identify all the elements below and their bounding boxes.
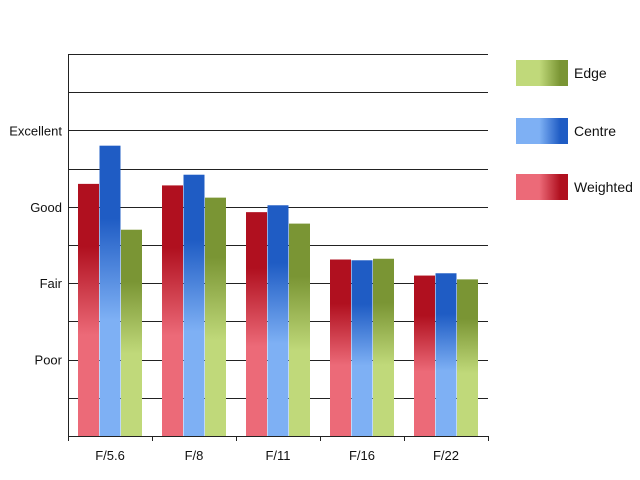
y-tick-label: Excellent — [9, 123, 62, 138]
bar-weighted-2 — [246, 212, 267, 436]
y-tick-label: Good — [30, 200, 62, 215]
legend-item-weighted: Weighted — [516, 174, 640, 200]
legend-swatch-edge — [516, 60, 568, 86]
bar-edge-4 — [457, 279, 478, 436]
axis-labels: F/5.6 F/8 F/11 F/16 F/22 Poor Fair Good Excellen… — [9, 123, 459, 463]
bar-centre-4 — [435, 273, 457, 436]
legend-swatch-centre — [516, 118, 568, 144]
legend-label-centre: Centre — [574, 123, 617, 139]
bars — [78, 145, 478, 436]
bar-centre-1 — [183, 174, 205, 436]
x-tick-label: F/16 — [349, 448, 375, 463]
bar-weighted-1 — [162, 185, 183, 436]
x-tick-label: F/8 — [185, 448, 204, 463]
y-tick-label: Fair — [40, 276, 63, 291]
bar-edge-1 — [205, 197, 226, 436]
bar-weighted-0 — [78, 183, 99, 436]
bar-centre-3 — [351, 260, 373, 436]
bar-edge-2 — [289, 223, 310, 436]
axes — [68, 54, 489, 441]
x-tick-label: F/5.6 — [95, 448, 125, 463]
legend-label-edge: Edge — [574, 65, 607, 81]
x-tick-label: F/11 — [265, 448, 290, 463]
bar-edge-3 — [373, 258, 394, 436]
bar-centre-2 — [267, 205, 289, 436]
bar-weighted-4 — [414, 275, 435, 436]
bar-weighted-3 — [330, 259, 351, 436]
bar-centre-0 — [99, 145, 121, 436]
bar-edge-0 — [121, 229, 142, 436]
legend-item-centre: Centre — [516, 118, 640, 144]
legend-swatch-weighted — [516, 174, 568, 200]
legend-label-weighted: Weighted — [574, 179, 633, 195]
x-tick-label: F/22 — [433, 448, 459, 463]
y-tick-label: Poor — [35, 353, 63, 368]
legend-item-edge: Edge — [516, 60, 640, 86]
